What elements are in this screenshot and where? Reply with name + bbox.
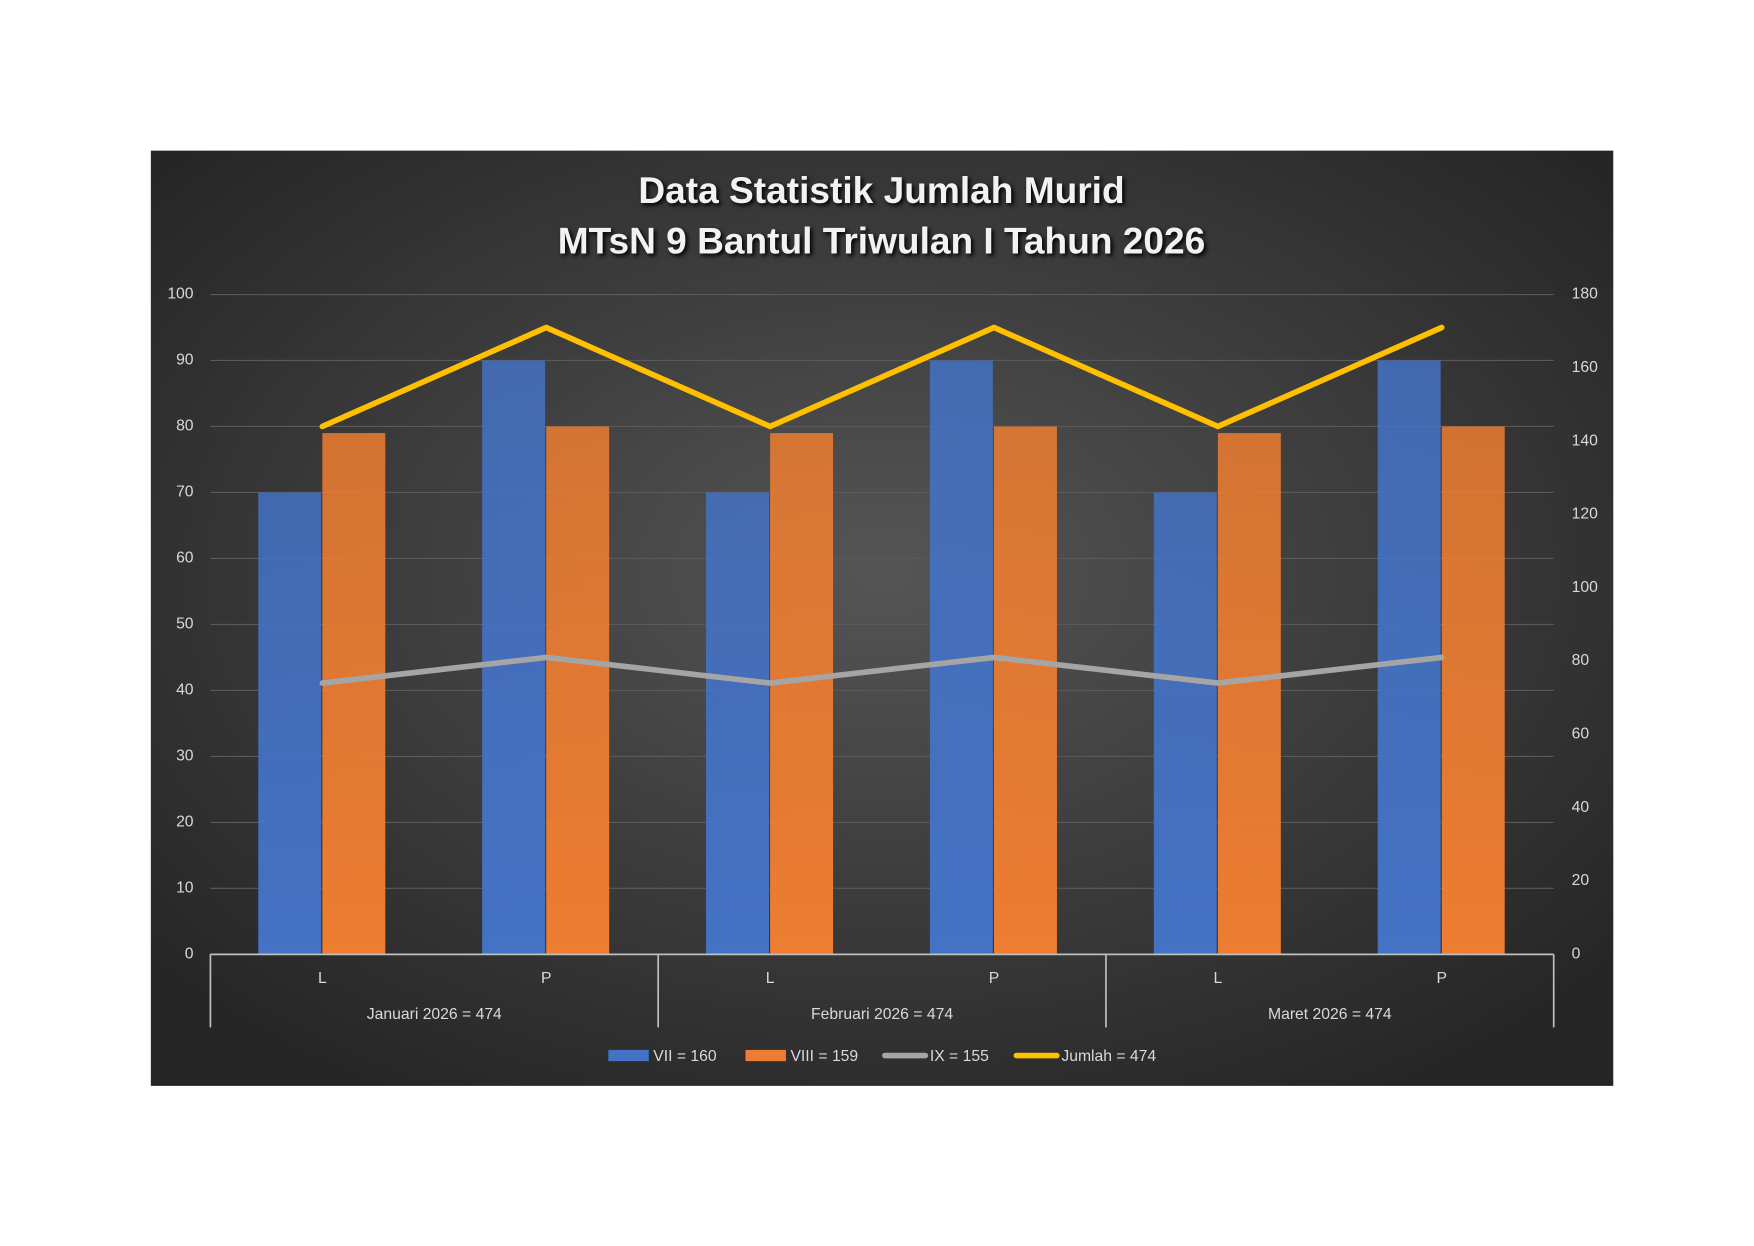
group-label: Januari 2026 = 474 [367, 1006, 502, 1023]
legend-swatch [745, 1049, 786, 1062]
chart-title: Data Statistik Jumlah Murid [638, 169, 1124, 211]
y2-tick-label: 20 [1572, 872, 1590, 889]
y-tick-label: 10 [176, 880, 194, 897]
y-tick-label: 50 [176, 616, 194, 633]
y2-tick-label: 100 [1572, 579, 1598, 596]
y-tick-label: 40 [176, 682, 194, 699]
line-series [319, 654, 1445, 686]
y2-tick-label: 180 [1572, 286, 1598, 303]
chart-area [150, 150, 1614, 1086]
y-tick-label: 20 [176, 814, 194, 831]
x-tick-label: P [541, 970, 551, 987]
legend-label: IX = 155 [930, 1048, 989, 1065]
y2-tick-label: 160 [1572, 359, 1598, 376]
y2-tick-label: 60 [1572, 726, 1590, 743]
x-tick-label: L [1214, 970, 1223, 987]
legend-label: Jumlah = 474 [1061, 1048, 1156, 1065]
y-tick-label: 100 [167, 286, 193, 303]
y-tick-label: 70 [176, 484, 194, 501]
group-label: Maret 2026 = 474 [1268, 1006, 1392, 1023]
y-tick-label: 80 [176, 418, 194, 435]
bar [546, 426, 610, 955]
y2-tick-label: 80 [1572, 652, 1590, 669]
x-tick-label: L [318, 970, 327, 987]
x-tick-label: P [989, 970, 999, 987]
x-tick-label: P [1437, 970, 1447, 987]
y2-tick-label: 40 [1572, 799, 1590, 816]
y-tick-label: 90 [176, 352, 194, 369]
y2-tick-label: 0 [1572, 946, 1581, 963]
chart-subtitle: MTsN 9 Bantul Triwulan I Tahun 2026 [558, 220, 1206, 262]
y2-tick-label: 140 [1572, 432, 1598, 449]
bar [258, 492, 322, 955]
bar [770, 433, 834, 955]
bar [1441, 426, 1505, 955]
bar [322, 433, 386, 955]
legend-label: VII = 160 [653, 1048, 717, 1065]
x-tick-label: L [766, 970, 775, 987]
bar [993, 426, 1057, 955]
bar [706, 492, 769, 955]
y2-tick-label: 120 [1572, 506, 1598, 523]
group-label: Februari 2026 = 474 [811, 1006, 953, 1023]
line-series [319, 324, 1445, 430]
y-tick-label: 0 [185, 946, 194, 963]
legend-label: VIII = 159 [790, 1048, 858, 1065]
legend-swatch [608, 1049, 649, 1062]
y-tick-label: 60 [176, 550, 194, 567]
bar [1217, 433, 1281, 955]
y-tick-label: 30 [176, 748, 194, 765]
bar [1153, 492, 1217, 955]
